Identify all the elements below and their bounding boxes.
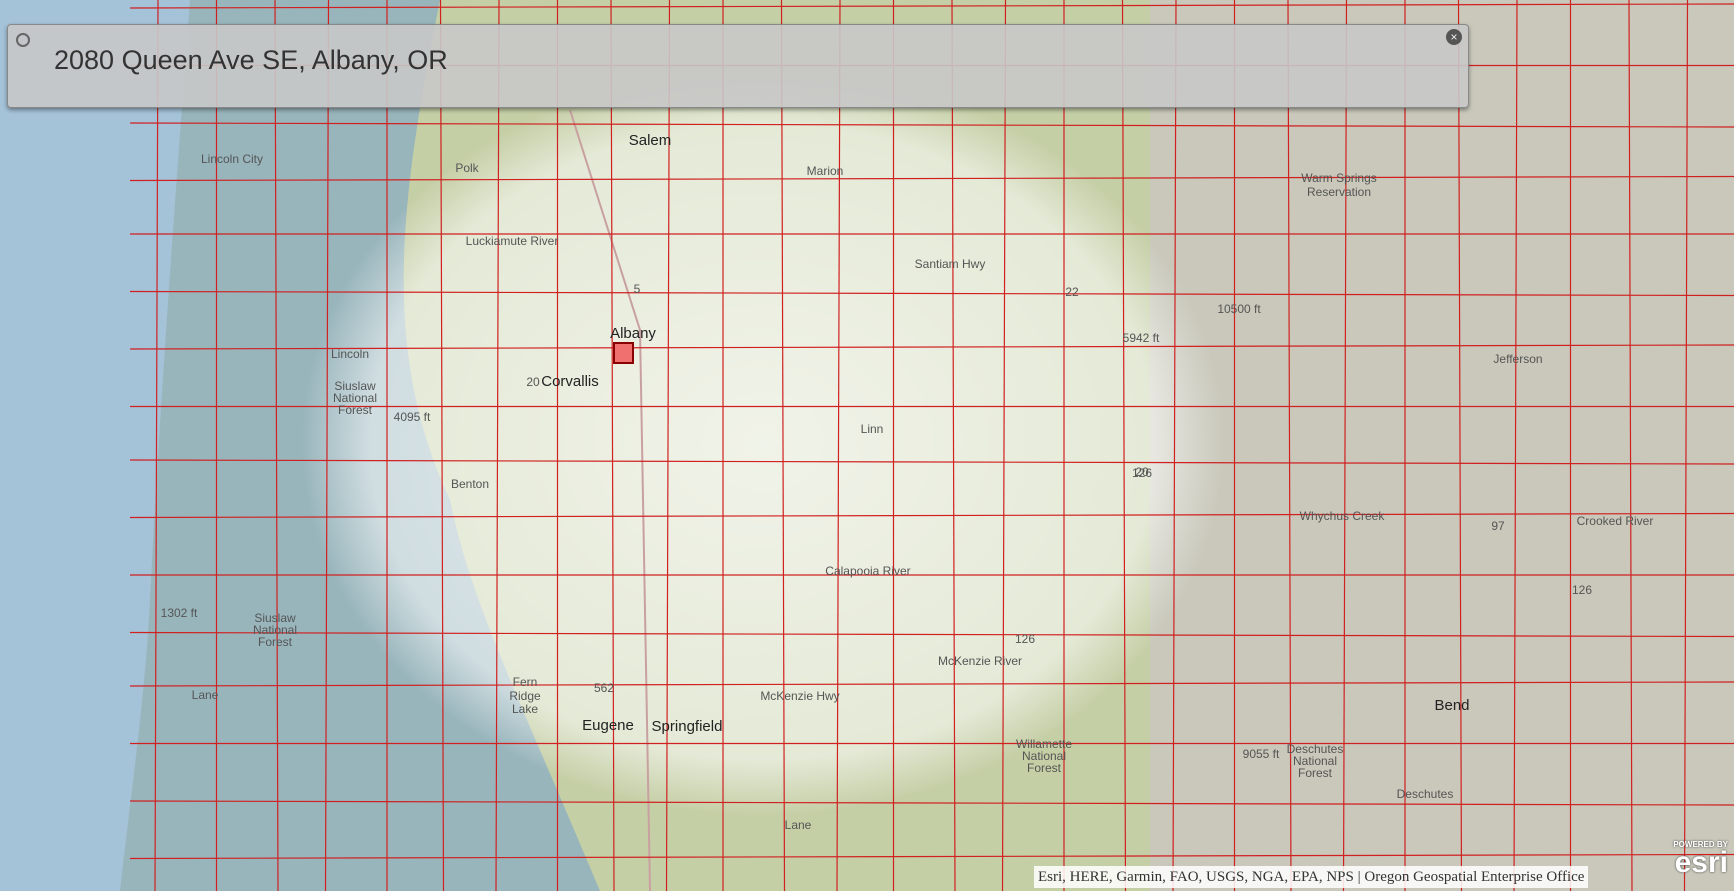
place-label: 4095 ft [394,410,431,424]
grid-line [439,0,445,891]
grid-line [1001,0,1007,891]
grid-line [129,344,1734,350]
place-label: Polk [455,161,479,175]
place-label: Eugene [582,717,634,734]
place-label: Salem [629,132,672,149]
place-label: 126 [1572,583,1592,597]
place-label: Jefferson [1493,352,1542,366]
place-label: Ridge [509,689,541,703]
place-label: 97 [1491,519,1505,533]
search-query[interactable]: 2080 Queen Ave SE, Albany, OR [54,45,448,75]
place-label: McKenzie River [938,654,1022,668]
grid-line [610,0,615,891]
grid-line [324,0,330,891]
grid-line [951,0,956,891]
place-label: Siuslaw [334,379,376,393]
place-label: 562 [594,681,614,695]
place-label: Whychus Creek [1300,509,1386,523]
grid-line [1457,0,1463,891]
place-label: Calapooia River [825,564,910,578]
place-label: Forest [1027,761,1062,775]
place-label: Warm Springs [1301,171,1377,185]
grid-line [1342,0,1348,891]
search-bar[interactable]: 2080 Queen Ave SE, Albany, OR × [7,24,1469,108]
attribution: Esri, HERE, Garmin, FAO, USGS, NGA, EPA,… [1034,866,1589,888]
place-label: Springfield [652,718,723,735]
grid-line [780,0,786,891]
place-label: Reservation [1307,185,1371,199]
place-label: Crooked River [1577,514,1654,528]
highway [569,109,651,891]
place-label: Albany [610,325,656,342]
place-label: 10500 ft [1217,302,1261,316]
grid-line [129,122,1734,128]
grid-line [129,512,1734,519]
place-label: Forest [338,403,373,417]
place-label: 126 [1015,632,1035,646]
grid-line [1683,0,1689,891]
place-label: Luckiamute River [466,234,559,248]
grid-line [129,175,1734,182]
place-label: Forest [258,635,293,649]
place-label: National [253,623,297,637]
place-label: 5 [634,282,641,296]
place-label: Santiam Hwy [915,257,986,271]
place-label: Lake [512,702,538,716]
grid-line [129,681,1734,687]
place-label: 20 [1135,465,1149,479]
grid-line [1513,0,1518,891]
place-label: Deschutes [1287,742,1344,756]
place-label: Linn [861,422,884,436]
grid-line [665,0,671,891]
place-label: Benton [451,477,489,491]
place-label: Bend [1434,697,1469,714]
grid-line [129,631,1734,638]
place-label: Deschutes [1397,787,1454,801]
grid-line [1121,0,1127,891]
place-label: National [1293,754,1337,768]
grid-line [129,459,1734,465]
place-label: Forest [1298,766,1333,780]
search-icon [16,33,30,47]
esri-logo[interactable]: POWERED BY esri [1650,840,1728,879]
grid-line [495,0,500,891]
place-label: 5942 ft [1123,331,1160,345]
logo-brand: esri [1674,846,1728,879]
place-label: Willamette [1016,737,1072,751]
grid-line [836,0,841,891]
place-label: Lane [785,818,812,832]
grid-line [1628,0,1633,891]
grid-line [274,0,279,891]
grid-line [1287,0,1292,891]
place-label: 20 [526,375,540,389]
place-label: National [333,391,377,405]
grid-line [1172,0,1177,891]
place-label: National [1022,749,1066,763]
place-label: Siuslaw [254,611,296,625]
place-label: 1302 ft [161,606,198,620]
place-label: Lane [192,688,219,702]
place-label: Marion [807,164,844,178]
place-label: Lincoln City [201,152,263,166]
clear-button[interactable]: × [1446,29,1462,45]
place-label: 22 [1065,285,1079,299]
grid-line [129,853,1734,860]
grid-line [129,3,1734,9]
place-label: 126 [1132,466,1152,480]
place-label: Fern [513,675,538,689]
grid-line [129,290,1734,297]
logo-top: POWERED BY [1673,840,1728,849]
place-label: McKenzie Hwy [760,689,839,703]
grid-line [154,0,159,891]
grid-line [129,800,1734,806]
place-label: Lincoln [331,347,369,361]
place-label: 9055 ft [1243,747,1280,761]
location-marker[interactable] [613,342,634,364]
place-label: Corvallis [541,373,599,390]
